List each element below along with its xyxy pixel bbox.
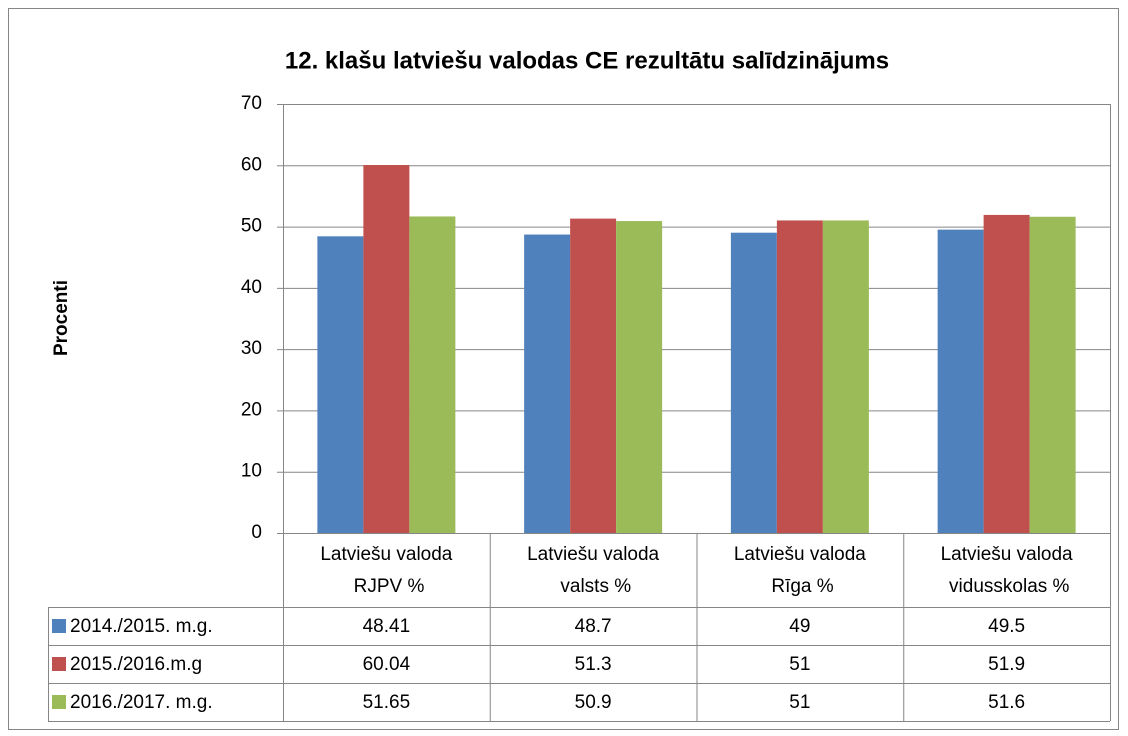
legend-key <box>52 657 66 671</box>
y-tick-label: 50 <box>241 216 262 237</box>
bar <box>363 165 410 533</box>
bar <box>616 221 663 533</box>
table-value: 51 <box>789 692 810 713</box>
table-value: 51.3 <box>575 654 612 675</box>
table-value: 51.65 <box>363 692 411 713</box>
legend-label: 2014./2015. m.g. <box>70 616 213 637</box>
table-value: 51.6 <box>988 692 1025 713</box>
y-tick-label: 20 <box>241 399 262 420</box>
legend-key <box>52 695 66 709</box>
bar <box>776 220 823 533</box>
bar <box>570 218 617 533</box>
y-tick-label: 30 <box>241 338 262 359</box>
table-value: 48.41 <box>363 616 411 637</box>
bar <box>730 232 777 533</box>
table-value: 51 <box>789 654 810 675</box>
y-tick-label: 70 <box>241 93 262 114</box>
bar <box>409 216 456 533</box>
x-tick-label: Latviešu valoda valsts % <box>527 544 659 597</box>
table-value: 50.9 <box>575 692 612 713</box>
table-value: 49 <box>789 616 810 637</box>
legend-label: 2015./2016.m.g <box>70 654 202 675</box>
x-tick-label: Latviešu valoda RJPV % <box>320 544 452 597</box>
y-tick-label: 10 <box>241 461 262 482</box>
y-tick-label: 60 <box>241 154 262 175</box>
table-value: 60.04 <box>363 654 411 675</box>
legend-label: 2016./2017. m.g. <box>70 692 213 713</box>
y-axis-label: Procenti <box>51 280 72 356</box>
x-tick-label: Latviešu valoda Rīga % <box>734 544 866 597</box>
y-tick-label: 0 <box>251 522 262 543</box>
chart-title: 12. klašu latviešu valodas CE rezultātu … <box>285 47 889 74</box>
bar <box>1029 216 1076 533</box>
bar <box>937 229 984 533</box>
bar <box>317 236 364 533</box>
legend-key <box>52 619 66 633</box>
bar <box>983 214 1030 534</box>
bar <box>822 220 869 533</box>
y-tick-label: 40 <box>241 277 262 298</box>
table-value: 51.9 <box>988 654 1025 675</box>
bar <box>524 234 571 533</box>
x-tick-label: Latviešu valoda vidusskolas % <box>941 544 1073 597</box>
table-value: 49.5 <box>988 616 1025 637</box>
table-value: 48.7 <box>575 616 612 637</box>
